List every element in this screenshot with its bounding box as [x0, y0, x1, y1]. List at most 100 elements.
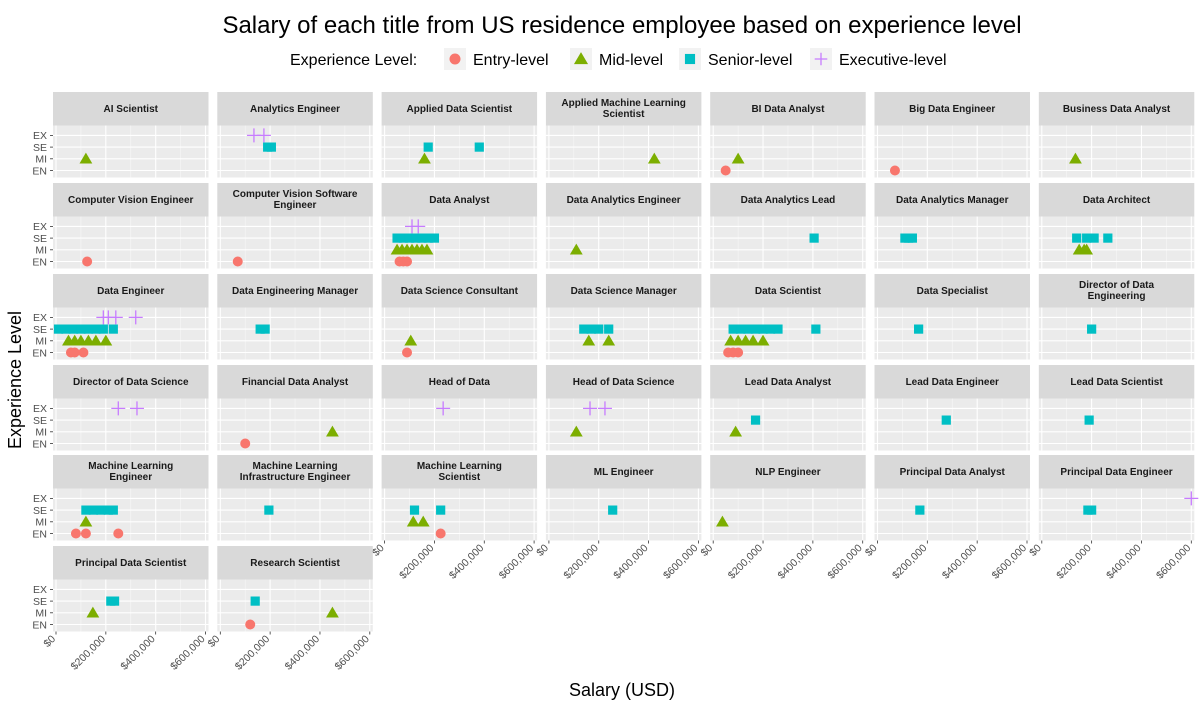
- legend: Experience Level: Entry-level Mid-level Sen…: [290, 48, 947, 70]
- facet-title: Business Data Analyst: [1063, 104, 1171, 115]
- facet-panel: Data Analytics Manager: [874, 183, 1030, 269]
- y-tick-label: MI: [35, 245, 47, 257]
- data-point-mi: [416, 515, 430, 527]
- facet-panel: NLP Engineer $0 $200,000 $400,000 $600,000: [699, 455, 866, 582]
- facet-title: Infrastructure Engineer: [240, 472, 351, 483]
- x-tick-label: $600,000: [497, 542, 537, 582]
- data-point-se: [264, 505, 274, 515]
- facet-panel: Data Science Consultant: [381, 274, 538, 360]
- facet-panel: Big Data Engineer: [874, 92, 1030, 178]
- facet-strip: [710, 92, 866, 126]
- data-point-mi: [582, 334, 596, 346]
- x-tick-label: $0: [863, 542, 880, 559]
- y-tick-label: SE: [33, 415, 47, 427]
- facet-strip: [874, 183, 1030, 217]
- data-point-en: [82, 256, 93, 267]
- facet-strip: [545, 183, 702, 217]
- x-tick-label: $200,000: [397, 542, 437, 582]
- data-point-se: [1082, 233, 1092, 243]
- x-tick-label: $400,000: [611, 542, 651, 582]
- y-tick-label: MI: [35, 154, 47, 166]
- x-tick-label: $400,000: [1104, 542, 1144, 582]
- data-point-se: [608, 505, 618, 515]
- facet-title: Research Scientist: [250, 558, 340, 569]
- facet-title: BI Data Analyst: [751, 104, 825, 115]
- data-point-ex: [108, 310, 123, 325]
- y-tick-label: SE: [33, 324, 47, 336]
- y-tick-label: EN: [32, 256, 47, 268]
- legend-key-mi: [573, 52, 589, 65]
- data-point-se: [914, 324, 924, 334]
- data-point-se: [811, 324, 821, 334]
- data-point-se: [404, 233, 415, 243]
- facet-strip: [53, 455, 209, 489]
- data-point-mi: [79, 515, 93, 527]
- legend-label-en: Entry-level: [473, 52, 549, 69]
- facet-strip: [381, 183, 538, 217]
- data-point-en: [402, 347, 413, 358]
- data-point-mi: [86, 606, 100, 618]
- facet-panel: Lead Data Engineer: [874, 365, 1030, 451]
- data-point-se: [1103, 233, 1113, 243]
- facet-title: Machine Learning: [88, 461, 173, 472]
- facet-title: Data Analytics Lead: [741, 195, 836, 206]
- data-point-se: [750, 324, 761, 334]
- y-tick-label: MI: [35, 608, 47, 620]
- y-tick-label: EX: [33, 584, 47, 596]
- data-point-se: [96, 505, 106, 515]
- data-point-en: [80, 528, 91, 539]
- facet-strip: [53, 92, 209, 126]
- x-tick-label: $200,000: [69, 633, 109, 673]
- data-point-mi: [716, 515, 729, 527]
- data-point-ex: [411, 219, 426, 234]
- data-point-en: [733, 347, 744, 358]
- facet-strip: [217, 274, 373, 308]
- facet-strip: [874, 365, 1030, 399]
- facet-title: Scientist: [603, 109, 645, 120]
- x-tick-label: $0: [1027, 542, 1044, 559]
- y-tick-label: EX: [33, 221, 47, 233]
- y-tick-label: EN: [32, 165, 47, 177]
- data-point-mi: [418, 152, 431, 164]
- facet-strip: [1038, 455, 1195, 489]
- data-point-se: [109, 596, 120, 606]
- facet-panel: ML Engineer $0 $200,000 $400,000 $600,000: [534, 455, 702, 582]
- x-tick-label: $200,000: [233, 633, 273, 673]
- facet-title: Data Scientist: [755, 286, 822, 297]
- facet-strip: [1038, 274, 1195, 308]
- facet-title: Engineer: [274, 200, 317, 211]
- facet-title: Computer Vision Software: [233, 189, 358, 200]
- facet-title: Scientist: [439, 472, 481, 483]
- data-point-se: [809, 233, 819, 243]
- y-tick-label: EN: [32, 528, 47, 540]
- facet-title: Big Data Engineer: [909, 104, 995, 115]
- data-point-se: [88, 505, 98, 515]
- data-point-se: [1084, 415, 1094, 425]
- chart-title: Salary of each title from US residence e…: [222, 12, 1021, 39]
- data-point-en: [245, 619, 256, 630]
- data-point-se: [255, 324, 265, 334]
- data-point-se: [81, 505, 91, 515]
- facet-panel: BI Data Analyst: [710, 92, 866, 178]
- data-point-ex: [111, 401, 126, 416]
- y-tick-label: EX: [33, 493, 47, 505]
- facet-strip: [217, 92, 373, 126]
- y-tick-label: EN: [32, 619, 47, 631]
- data-point-se: [604, 324, 614, 334]
- facet-title: Engineering: [1088, 291, 1146, 302]
- facet-strip: [217, 365, 373, 399]
- x-tick-label: $600,000: [1154, 542, 1194, 582]
- data-point-se: [758, 324, 768, 334]
- data-point-se: [1087, 324, 1097, 334]
- data-point-se: [411, 233, 421, 243]
- facet-strip: [53, 183, 209, 217]
- data-point-mi: [89, 334, 103, 346]
- x-tick-label: $400,000: [447, 542, 487, 582]
- legend-label-ex: Executive-level: [839, 52, 947, 69]
- x-tick-label: $600,000: [168, 633, 208, 673]
- facet-panel: Head of Data Science: [545, 365, 702, 451]
- facet-panel: Financial Data Analyst: [217, 365, 373, 451]
